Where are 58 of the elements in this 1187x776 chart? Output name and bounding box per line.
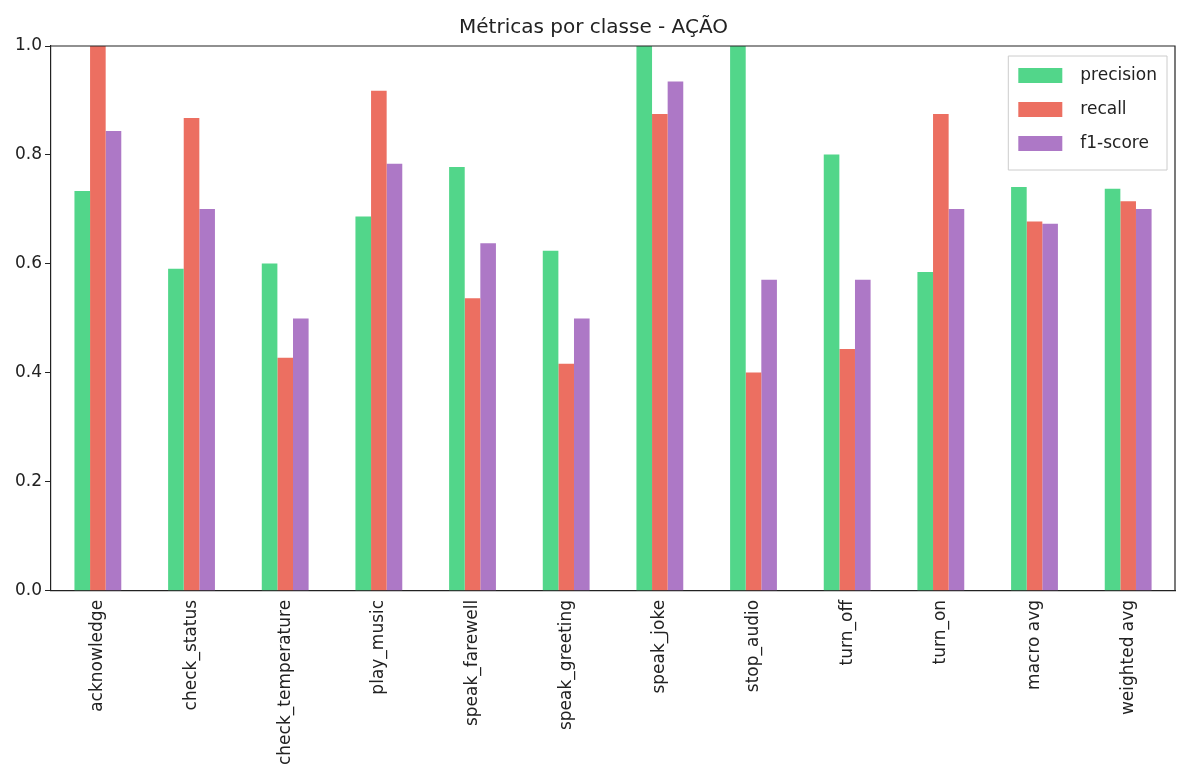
x-tick-label: weighted avg	[1116, 599, 1137, 716]
bar	[449, 166, 465, 591]
bar	[1026, 221, 1043, 591]
bar	[823, 154, 840, 591]
x-tick-label: macro avg	[1022, 599, 1043, 690]
bar	[933, 114, 949, 591]
bar	[480, 243, 496, 591]
x-tick-label: check_status	[179, 599, 201, 711]
y-tick-label: 0.8	[14, 143, 43, 164]
bar	[730, 46, 746, 591]
bar	[652, 114, 668, 591]
bar	[371, 90, 387, 591]
bar	[355, 216, 372, 591]
x-tick-label: speak_joke	[648, 599, 670, 694]
bar	[558, 363, 574, 591]
bar	[636, 46, 653, 591]
bar	[839, 348, 855, 591]
bar	[761, 279, 777, 591]
bar	[1135, 208, 1152, 591]
bar	[183, 117, 200, 591]
bar	[1011, 187, 1027, 591]
legend-label: precision	[1080, 64, 1158, 85]
y-tick-label: 0.6	[14, 252, 43, 273]
x-tick-label: turn_on	[929, 599, 951, 665]
bar	[293, 318, 309, 591]
bar	[573, 318, 590, 591]
x-tick-label: acknowledge	[86, 599, 107, 712]
bar	[74, 190, 91, 591]
bar	[168, 268, 184, 591]
y-tick-label: 0.4	[14, 361, 43, 382]
bar	[854, 279, 871, 591]
bar	[1042, 223, 1058, 591]
chart-title: Métricas por classe - AÇÃO	[459, 14, 728, 39]
bar	[386, 163, 403, 591]
bar	[199, 208, 215, 591]
bar	[745, 372, 762, 591]
bar	[277, 357, 293, 591]
bar	[464, 298, 481, 591]
legend-label: f1-score	[1080, 132, 1149, 153]
y-tick-label: 0.0	[14, 579, 43, 600]
y-tick-label: 1.0	[14, 34, 43, 55]
x-tick-label: play_music	[367, 599, 389, 695]
bar	[105, 131, 122, 591]
bar	[1120, 201, 1136, 591]
legend-label: recall	[1080, 98, 1127, 119]
y-tick-label: 0.2	[14, 470, 43, 491]
bar	[261, 263, 278, 591]
bar	[667, 81, 684, 591]
bar	[948, 208, 965, 591]
bar	[90, 46, 106, 591]
bar	[542, 250, 559, 591]
x-tick-label: turn_off	[835, 598, 857, 666]
x-tick-label: speak_farewell	[460, 599, 482, 727]
x-tick-label: check_temperature	[273, 599, 295, 766]
x-tick-label: stop_audio	[741, 599, 763, 693]
bar	[917, 272, 934, 591]
bar	[1104, 188, 1121, 591]
x-tick-label: speak_greeting	[554, 599, 576, 731]
